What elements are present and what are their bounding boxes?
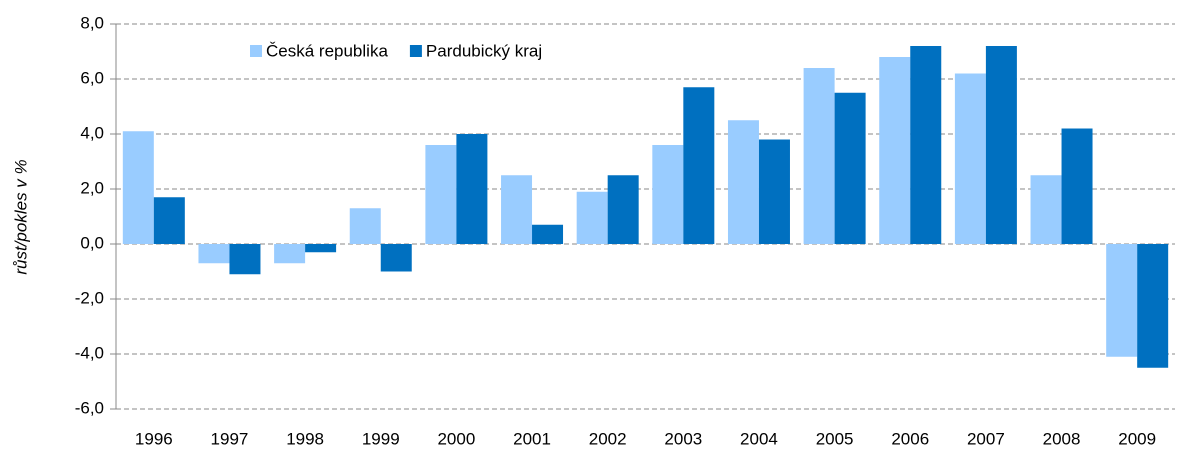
bar xyxy=(954,73,986,244)
bar xyxy=(122,131,154,244)
y-tick-label: 8,0 xyxy=(80,13,104,32)
x-tick-label: 1999 xyxy=(362,429,400,448)
bar xyxy=(305,244,337,253)
x-tick-label: 1996 xyxy=(135,429,173,448)
bar xyxy=(985,46,1017,244)
x-tick-label: 2008 xyxy=(1043,429,1081,448)
y-tick-label: -4,0 xyxy=(75,343,104,362)
x-tick-label: 2009 xyxy=(1118,429,1156,448)
bar xyxy=(652,145,684,244)
legend-swatch xyxy=(409,45,422,57)
x-tick-label: 2001 xyxy=(513,429,551,448)
bar xyxy=(607,175,639,244)
x-tick-label: 2006 xyxy=(891,429,929,448)
bar xyxy=(349,208,381,244)
x-tick-label: 2004 xyxy=(740,429,778,448)
y-tick-label: -2,0 xyxy=(75,288,104,307)
bar xyxy=(1106,244,1138,357)
bar xyxy=(501,175,533,244)
y-axis-label: růst/pokles v % xyxy=(11,159,30,274)
legend-swatch xyxy=(250,45,262,57)
y-tick-label: -6,0 xyxy=(75,398,104,417)
bar xyxy=(1030,175,1062,244)
bar xyxy=(380,244,412,272)
bar xyxy=(576,191,608,244)
x-tick-label: 1997 xyxy=(211,429,249,448)
y-tick-label: 4,0 xyxy=(80,123,104,142)
x-tick-label: 1998 xyxy=(286,429,324,448)
bar xyxy=(834,92,866,244)
y-tick-label: 0,0 xyxy=(80,233,104,252)
bar xyxy=(683,87,715,244)
bar xyxy=(274,244,306,264)
bar xyxy=(1137,244,1169,368)
bar xyxy=(532,224,564,244)
bar xyxy=(198,244,230,264)
bar xyxy=(153,197,185,244)
bar xyxy=(803,68,835,244)
legend-label: Pardubický kraj xyxy=(426,41,542,60)
x-tick-label: 2003 xyxy=(664,429,702,448)
y-tick-label: 2,0 xyxy=(80,178,104,197)
x-tick-label: 2007 xyxy=(967,429,1005,448)
bar xyxy=(1061,128,1093,244)
bar xyxy=(456,134,488,244)
x-tick-label: 2000 xyxy=(437,429,475,448)
x-tick-label: 2005 xyxy=(816,429,854,448)
bar xyxy=(425,145,457,244)
bar xyxy=(758,139,790,244)
x-tick-label: 2002 xyxy=(589,429,627,448)
bar xyxy=(229,244,261,275)
legend-label: Česká republika xyxy=(266,41,388,60)
bar xyxy=(910,46,942,244)
bar xyxy=(727,120,759,244)
y-tick-label: 6,0 xyxy=(80,68,104,87)
bar xyxy=(879,57,911,244)
